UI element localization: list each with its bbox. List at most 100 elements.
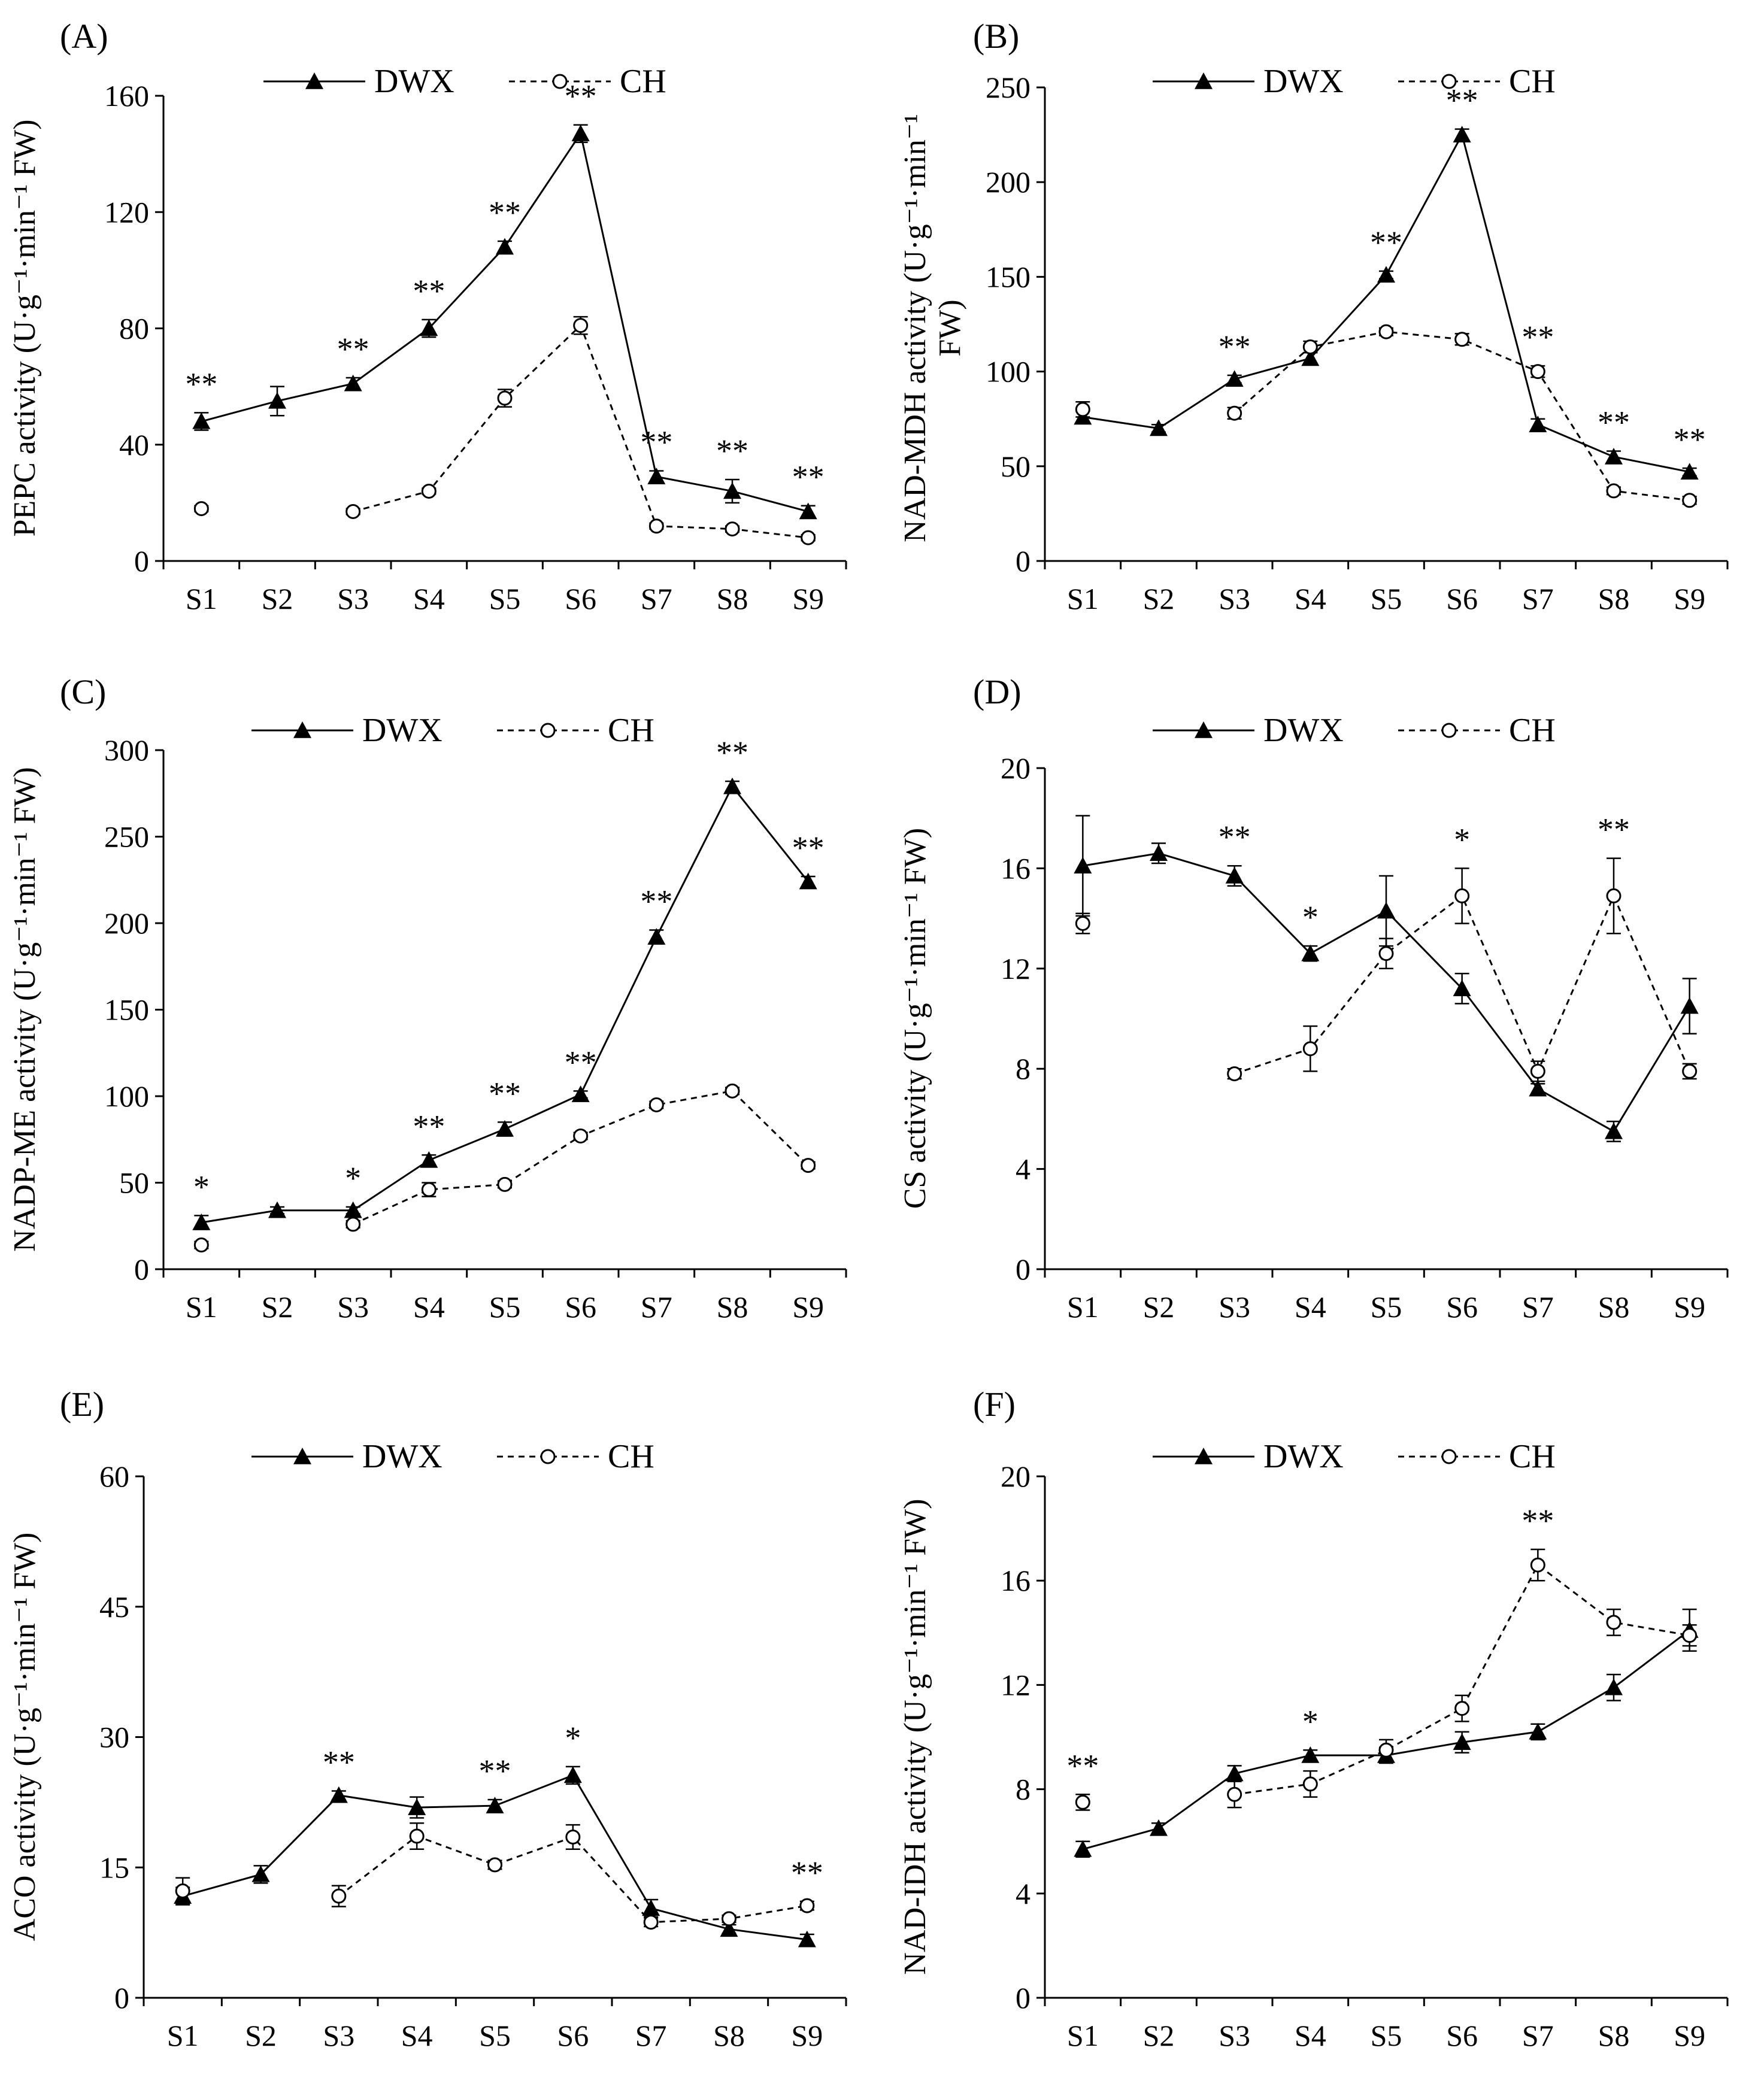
x-tick-label: S4: [1295, 2019, 1326, 2052]
significance-mark: **: [1598, 812, 1630, 848]
x-tick-label: S2: [262, 582, 293, 615]
significance-mark: **: [1066, 1748, 1099, 1783]
data-point-dwx: [329, 1786, 348, 1803]
y-tick-label: 4: [1016, 1152, 1030, 1186]
data-point-dwx: [1605, 1122, 1623, 1139]
data-point-ch: [1302, 1776, 1318, 1792]
legend-marker-dwx: [293, 721, 311, 738]
panel-label: (E): [60, 1385, 104, 1424]
y-tick-label: 0: [1016, 1981, 1030, 2015]
data-point-dwx: [1529, 415, 1547, 432]
x-tick-label: S3: [1219, 582, 1250, 615]
significance-mark: **: [792, 830, 825, 866]
significance-mark: **: [565, 78, 597, 114]
y-axis-title: NAD-MDH activity (U·g⁻¹·min⁻¹: [898, 114, 932, 542]
x-tick-label: S4: [1295, 582, 1326, 615]
x-tick-label: S3: [337, 582, 369, 615]
data-point-dwx: [1529, 1722, 1547, 1740]
significance-mark: **: [489, 1075, 521, 1111]
chart-panel-E: (E) DWX CH 0 15 30 45 60 S1 S2 S3 S4 S5 S6 S7 S8 S9 ACO a…: [8, 1385, 847, 2052]
y-tick-label: 160: [104, 79, 149, 113]
data-point-dwx: [563, 1766, 582, 1783]
x-tick-label: S6: [1446, 1290, 1478, 1324]
legend-marker-ch: [540, 723, 556, 738]
data-point-ch: [1378, 1742, 1394, 1758]
panel-label: (D): [973, 672, 1022, 711]
data-point-ch: [1530, 364, 1545, 380]
x-tick-label: S6: [565, 1290, 596, 1324]
y-axis-title: NAD-IDH activity (U·g⁻¹·min⁻¹ FW): [898, 1499, 932, 1974]
x-tick-label: S1: [1067, 582, 1099, 615]
data-point-ch: [643, 1915, 659, 1930]
x-tick-label: S4: [1295, 1290, 1326, 1324]
data-point-dwx: [642, 1899, 660, 1916]
data-point-dwx: [647, 468, 666, 484]
data-point-ch: [801, 1158, 816, 1173]
x-tick-label: S9: [792, 1290, 824, 1324]
data-point-ch: [1682, 1628, 1698, 1643]
x-tick-label: S6: [1446, 582, 1478, 615]
x-tick-label: S5: [1371, 1290, 1402, 1324]
y-tick-label: 150: [104, 993, 149, 1027]
legend-marker-ch: [1441, 723, 1457, 738]
x-tick-label: S9: [791, 2019, 823, 2052]
legend-label-ch: CH: [608, 1438, 654, 1475]
x-tick-label: S9: [1674, 2019, 1705, 2052]
y-tick-label: 20: [1001, 1460, 1030, 1493]
significance-mark: *: [1302, 899, 1319, 935]
x-tick-label: S2: [262, 1290, 293, 1324]
y-axis-title: NADP-ME activity (U·g⁻¹·min⁻¹ FW): [8, 767, 42, 1252]
x-tick-label: S1: [186, 582, 217, 615]
significance-mark: **: [489, 195, 521, 230]
data-point-ch: [1227, 1786, 1242, 1802]
y-tick-label: 0: [134, 1252, 149, 1286]
y-tick-label: 4: [1016, 1877, 1030, 1910]
x-tick-label: S3: [1219, 1290, 1250, 1324]
significance-mark: **: [1521, 319, 1554, 355]
x-tick-label: S4: [413, 582, 445, 615]
y-tick-label: 8: [1016, 1052, 1030, 1085]
x-tick-label: S8: [1598, 582, 1630, 615]
y-axis-title: PEPC activity (U·g⁻¹·min⁻¹ FW): [8, 119, 42, 536]
y-tick-label: 250: [104, 820, 149, 854]
x-tick-label: S5: [1371, 2019, 1402, 2052]
data-point-ch: [1075, 915, 1090, 931]
data-point-dwx: [720, 1920, 738, 1937]
significance-mark: *: [345, 1160, 361, 1196]
data-point-ch: [648, 518, 664, 534]
y-tick-label: 16: [1001, 1564, 1030, 1597]
y-tick-label: 200: [986, 165, 1030, 199]
legend-marker-ch: [540, 1449, 556, 1464]
legend-marker-dwx: [1195, 72, 1213, 89]
legend-marker-dwx: [305, 72, 323, 89]
y-axis-title: ACO activity (U·g⁻¹·min⁻¹ FW): [8, 1533, 42, 1942]
x-tick-label: S5: [1371, 582, 1402, 615]
data-point-dwx: [268, 1201, 286, 1218]
data-point-dwx: [344, 1201, 362, 1218]
data-point-ch: [1454, 1701, 1470, 1716]
y-tick-label: 30: [99, 1721, 129, 1754]
data-point-ch: [487, 1857, 502, 1873]
significance-mark: **: [1598, 404, 1630, 440]
data-point-dwx: [1453, 1733, 1471, 1750]
legend-label-ch: CH: [608, 712, 654, 749]
significance-mark: *: [1302, 1703, 1319, 1739]
significance-mark: **: [1219, 819, 1251, 855]
y-tick-label: 200: [104, 906, 149, 940]
y-tick-label: 40: [119, 428, 149, 462]
x-tick-label: S8: [717, 582, 748, 615]
significance-mark: **: [1370, 225, 1402, 260]
data-point-ch: [722, 1911, 736, 1927]
y-tick-label: 120: [104, 195, 149, 229]
y-tick-label: 300: [104, 733, 149, 767]
y-tick-label: 45: [99, 1590, 129, 1624]
data-point-ch: [1454, 888, 1470, 903]
significance-mark: **: [1219, 329, 1251, 365]
data-point-ch: [1530, 1557, 1545, 1573]
x-tick-label: S4: [401, 2019, 433, 2052]
x-tick-label: S8: [1598, 2019, 1630, 2052]
data-point-ch: [1606, 1615, 1621, 1630]
x-tick-label: S9: [792, 582, 824, 615]
panel-label: (F): [973, 1385, 1016, 1424]
x-tick-label: S6: [557, 2019, 589, 2052]
